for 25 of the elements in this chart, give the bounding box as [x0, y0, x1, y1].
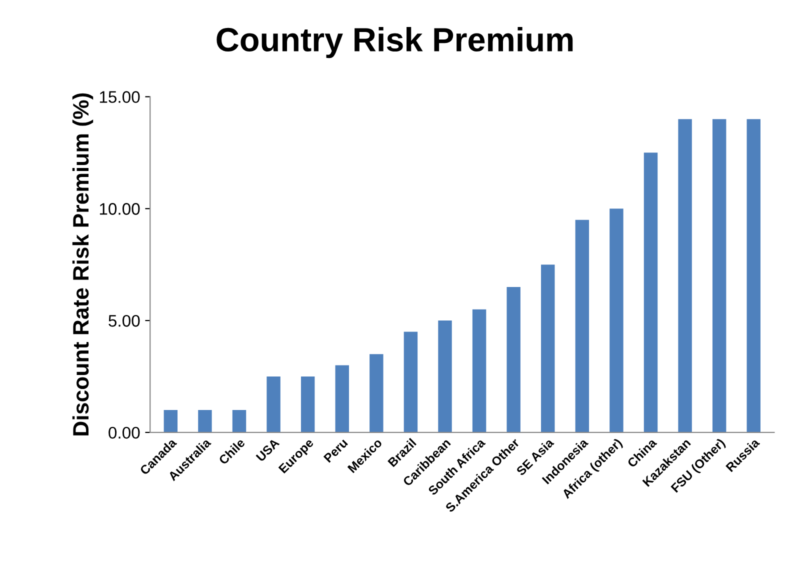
- bar: [472, 309, 486, 432]
- y-tick-label: 5.00: [108, 314, 140, 327]
- bar: [575, 220, 590, 432]
- bar: [712, 119, 726, 432]
- bar: [506, 286, 520, 432]
- bar: [746, 119, 760, 432]
- chart-title: Country Risk Premium: [216, 27, 573, 58]
- y-tick-label: 0.00: [108, 426, 140, 439]
- y-tick-label: 10.00: [100, 203, 140, 215]
- bar: [300, 376, 315, 432]
- bar: [644, 152, 658, 432]
- bar: [335, 365, 349, 432]
- y-tick-label: 15.00: [100, 91, 140, 103]
- bar: [404, 332, 418, 432]
- bar: [438, 320, 452, 432]
- bar: [232, 410, 246, 432]
- bar: [198, 410, 212, 432]
- bar: [266, 376, 280, 432]
- bar: [678, 119, 692, 432]
- bar: [370, 354, 384, 432]
- bar: [610, 208, 624, 432]
- bar: [164, 410, 178, 432]
- y-axis-title: Discount Rate Risk Premium (%): [72, 93, 94, 436]
- bar: [541, 264, 555, 432]
- x-tick-label: USA: [256, 438, 280, 462]
